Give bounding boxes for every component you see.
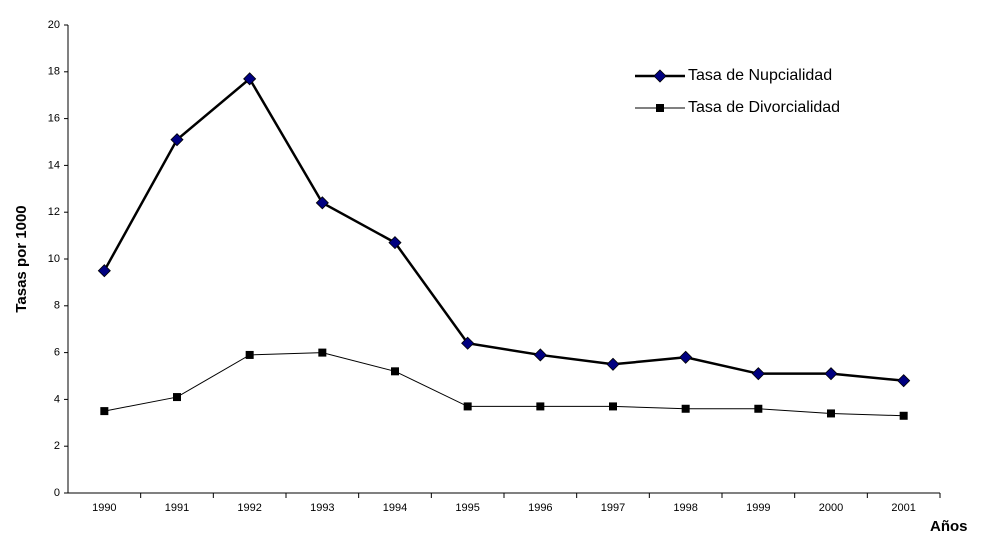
data-point [391,367,399,376]
series-line [104,352,904,417]
data-point [754,404,763,413]
data-point [245,350,254,359]
x-tick-label: 1991 [165,502,189,514]
y-tick-label: 14 [48,159,60,171]
data-point [173,393,181,402]
data-point [170,133,184,147]
data-point [100,407,109,416]
y-tick-label: 4 [54,393,60,405]
data-point [609,402,617,411]
x-tick-label: 1993 [310,502,334,514]
x-tick-label: 1995 [455,502,479,514]
legend-label: Tasa de Nupcialidad [688,67,832,84]
legend-marker [656,104,664,112]
y-tick-label: 8 [54,300,60,312]
data-point [681,404,690,413]
y-tick-label: 2 [54,440,60,452]
data-point [97,264,111,278]
y-axis-label: Tasas por 1000 [13,205,30,312]
y-tick-label: 6 [54,347,60,359]
data-point [315,196,329,210]
data-point [679,350,693,364]
y-tick-label: 12 [48,206,60,218]
x-tick-label: 2001 [891,502,915,514]
y-tick-label: 16 [48,113,60,125]
data-point [824,367,838,381]
data-point [899,411,908,420]
x-tick-label: 1999 [746,502,770,514]
x-tick-label: 1992 [237,502,261,514]
data-point [533,348,547,362]
data-point [827,409,835,418]
x-tick-label: 2000 [819,502,843,514]
data-point [243,72,257,86]
legend-label: Tasa de Divorcialidad [688,99,840,116]
data-point [751,367,765,381]
x-tick-label: 1996 [528,502,552,514]
y-tick-label: 20 [48,19,60,31]
data-point [536,402,545,411]
data-point [388,236,402,250]
legend-marker [653,69,667,83]
data-point [318,348,327,357]
x-tick-label: 1998 [673,502,697,514]
y-tick-label: 10 [48,253,60,265]
x-tick-label: 1997 [601,502,625,514]
x-tick-label: 1990 [92,502,116,514]
series-line [103,76,904,382]
x-tick-label: 1994 [383,502,407,514]
y-tick-label: 0 [54,487,60,499]
data-point [463,402,472,411]
data-point [897,374,911,388]
y-tick-label: 18 [48,66,60,78]
x-axis-label: Años [930,518,968,535]
data-point [461,336,475,350]
data-point [606,357,620,371]
